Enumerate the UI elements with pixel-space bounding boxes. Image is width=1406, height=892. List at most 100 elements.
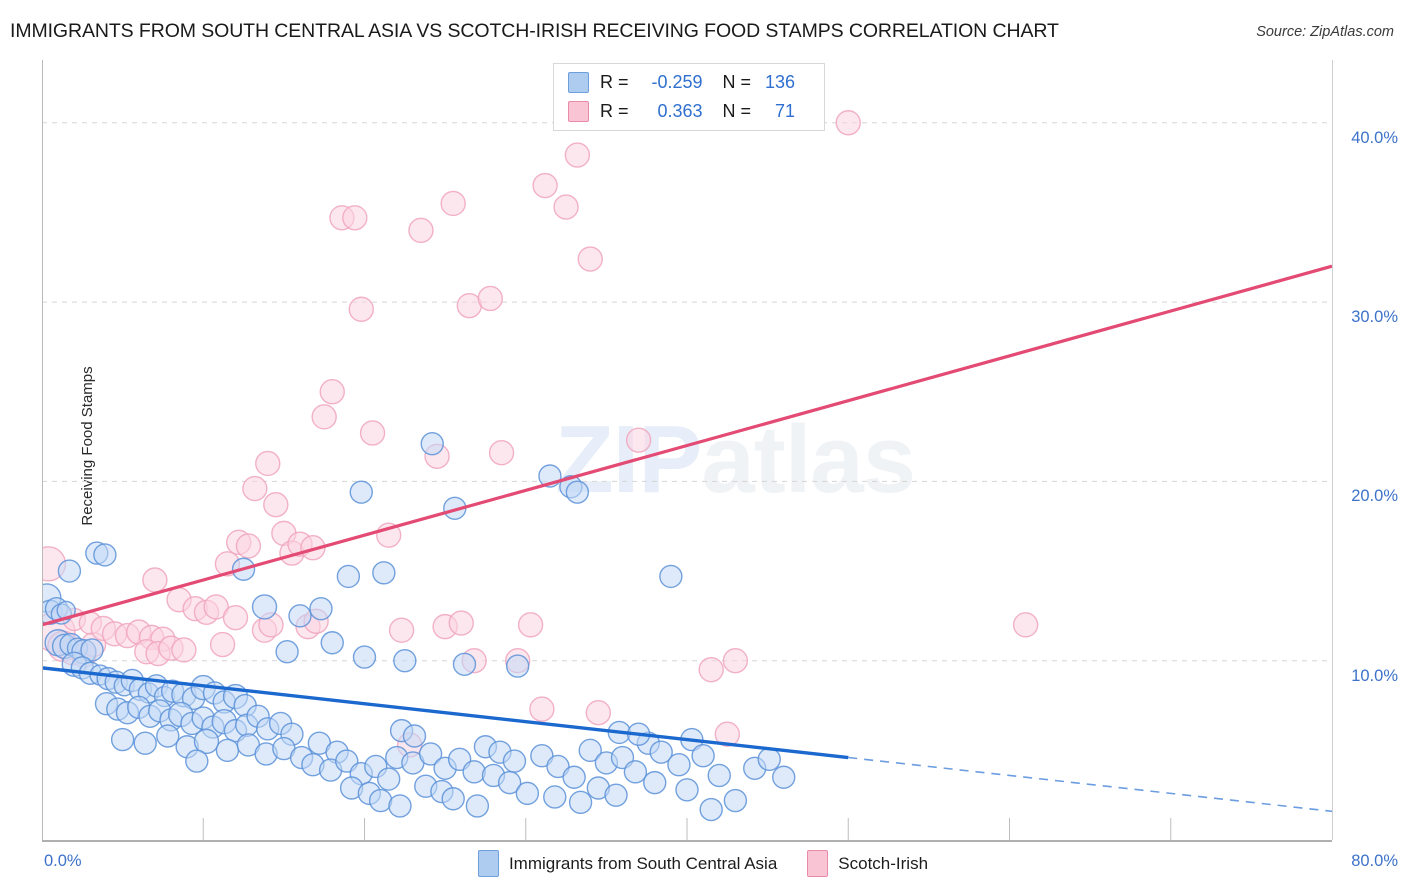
- data-point[interactable]: [142, 567, 168, 593]
- data-point[interactable]: [311, 404, 337, 430]
- data-point[interactable]: [441, 787, 465, 811]
- data-point[interactable]: [530, 744, 554, 768]
- data-point[interactable]: [110, 727, 135, 752]
- data-point[interactable]: [565, 480, 590, 504]
- legend-item-immigrants[interactable]: Immigrants from South Central Asia: [477, 850, 778, 877]
- data-point[interactable]: [623, 760, 648, 784]
- data-point[interactable]: [532, 172, 558, 199]
- data-point[interactable]: [348, 296, 374, 322]
- data-point[interactable]: [462, 760, 486, 784]
- data-point[interactable]: [388, 794, 412, 818]
- data-point[interactable]: [388, 617, 415, 643]
- data-point[interactable]: [393, 648, 417, 673]
- data-point[interactable]: [440, 190, 466, 217]
- data-point[interactable]: [543, 785, 567, 809]
- trendline-immigrants: [42, 666, 849, 760]
- data-point[interactable]: [497, 770, 522, 795]
- data-point[interactable]: [185, 749, 209, 773]
- series2-r-value: 0.363: [657, 101, 703, 121]
- data-point[interactable]: [420, 432, 444, 456]
- data-point[interactable]: [288, 604, 312, 628]
- data-point[interactable]: [465, 794, 490, 818]
- series2-n-label: N =: [722, 101, 752, 121]
- data-point[interactable]: [263, 491, 289, 518]
- data-point[interactable]: [57, 559, 82, 583]
- data-point[interactable]: [242, 475, 268, 502]
- data-point[interactable]: [319, 379, 345, 405]
- data-point[interactable]: [1012, 612, 1039, 638]
- data-point[interactable]: [222, 604, 249, 631]
- data-point[interactable]: [209, 631, 236, 658]
- data-point[interactable]: [643, 770, 667, 795]
- data-point[interactable]: [835, 110, 861, 136]
- data-point[interactable]: [418, 742, 443, 766]
- data-point[interactable]: [553, 194, 579, 220]
- data-point[interactable]: [517, 612, 544, 638]
- source-label: Source: ZipAtlas.com: [1256, 24, 1394, 40]
- page-title: IMMIGRANTS FROM SOUTH CENTRAL ASIA VS SC…: [10, 20, 1059, 42]
- data-point[interactable]: [568, 790, 593, 815]
- data-point[interactable]: [368, 788, 393, 813]
- data-point[interactable]: [585, 699, 612, 726]
- data-point[interactable]: [546, 754, 570, 779]
- data-point[interactable]: [604, 783, 628, 807]
- series1-r-value: -0.259: [651, 72, 703, 92]
- data-point[interactable]: [477, 285, 503, 312]
- data-point[interactable]: [577, 246, 603, 272]
- data-point[interactable]: [772, 765, 796, 789]
- data-point[interactable]: [402, 724, 427, 748]
- data-point[interactable]: [659, 564, 683, 589]
- x-tick-min: 0.0%: [44, 852, 82, 870]
- data-point[interactable]: [505, 654, 530, 678]
- data-point[interactable]: [349, 480, 373, 504]
- data-point[interactable]: [133, 731, 157, 755]
- data-point[interactable]: [93, 543, 117, 567]
- data-point[interactable]: [714, 721, 741, 747]
- data-point[interactable]: [193, 728, 220, 755]
- data-point[interactable]: [564, 142, 591, 168]
- data-point[interactable]: [336, 564, 361, 589]
- data-point[interactable]: [649, 740, 673, 764]
- data-point[interactable]: [203, 594, 229, 620]
- right-axis-line: [1332, 60, 1333, 840]
- legend-item-scotch-irish[interactable]: Scotch-Irish: [807, 850, 928, 877]
- data-point[interactable]: [699, 797, 723, 822]
- data-point[interactable]: [723, 788, 748, 813]
- data-point[interactable]: [452, 652, 477, 676]
- data-point[interactable]: [352, 645, 377, 669]
- data-point[interactable]: [578, 738, 602, 763]
- data-point[interactable]: [529, 696, 555, 722]
- data-point[interactable]: [757, 747, 781, 772]
- data-point[interactable]: [515, 781, 540, 806]
- data-point[interactable]: [667, 752, 691, 777]
- data-point[interactable]: [255, 450, 281, 477]
- data-point[interactable]: [309, 596, 333, 621]
- legend-label-immigrants: Immigrants from South Central Asia: [508, 853, 778, 873]
- data-point[interactable]: [235, 533, 262, 559]
- data-point[interactable]: [215, 738, 240, 763]
- data-point[interactable]: [698, 656, 724, 683]
- data-point[interactable]: [707, 763, 731, 788]
- data-point[interactable]: [448, 610, 474, 636]
- data-point[interactable]: [562, 765, 586, 789]
- series-scotch-irish-points: [42, 110, 1039, 758]
- data-point[interactable]: [691, 744, 715, 768]
- data-point[interactable]: [488, 439, 515, 466]
- data-point[interactable]: [251, 594, 278, 620]
- data-point[interactable]: [171, 637, 197, 663]
- data-point[interactable]: [359, 420, 386, 446]
- data-point[interactable]: [675, 778, 699, 802]
- data-point[interactable]: [342, 205, 368, 231]
- series2-r-label: R =: [600, 101, 629, 121]
- data-point[interactable]: [408, 217, 434, 244]
- data-point[interactable]: [625, 427, 652, 453]
- data-point[interactable]: [156, 724, 180, 748]
- data-point[interactable]: [80, 638, 104, 662]
- data-point[interactable]: [275, 640, 299, 664]
- data-point[interactable]: [502, 749, 527, 773]
- plot-area: [42, 60, 1332, 840]
- data-point[interactable]: [372, 561, 396, 585]
- data-point[interactable]: [722, 647, 749, 674]
- data-point[interactable]: [320, 631, 344, 655]
- data-point[interactable]: [376, 767, 401, 791]
